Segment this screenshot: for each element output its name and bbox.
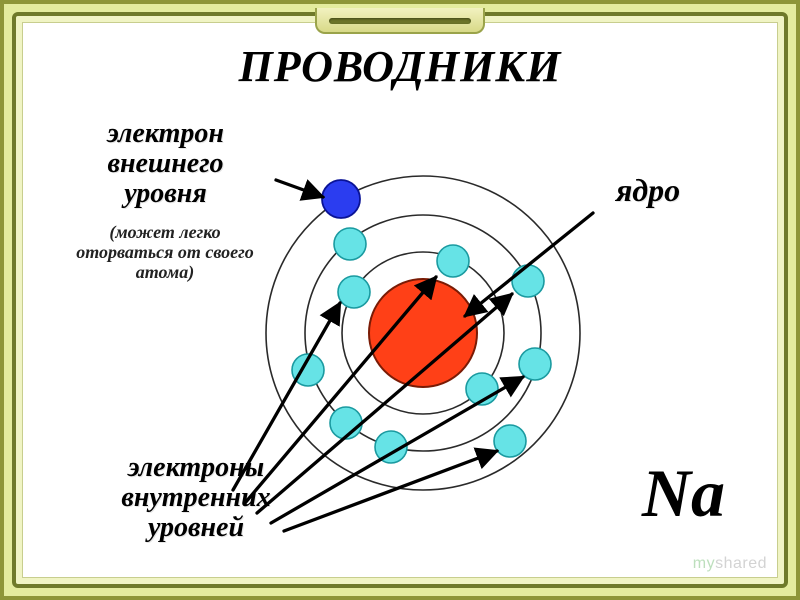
slide-canvas: ПРОВОДНИКИ электрон внешнего уровня (мож…	[22, 22, 778, 578]
binder-clip-decoration	[315, 8, 485, 34]
inner-frame: ПРОВОДНИКИ электрон внешнего уровня (мож…	[12, 12, 788, 588]
atom-diagram	[23, 23, 778, 578]
outer-frame: ПРОВОДНИКИ электрон внешнего уровня (мож…	[0, 0, 800, 600]
